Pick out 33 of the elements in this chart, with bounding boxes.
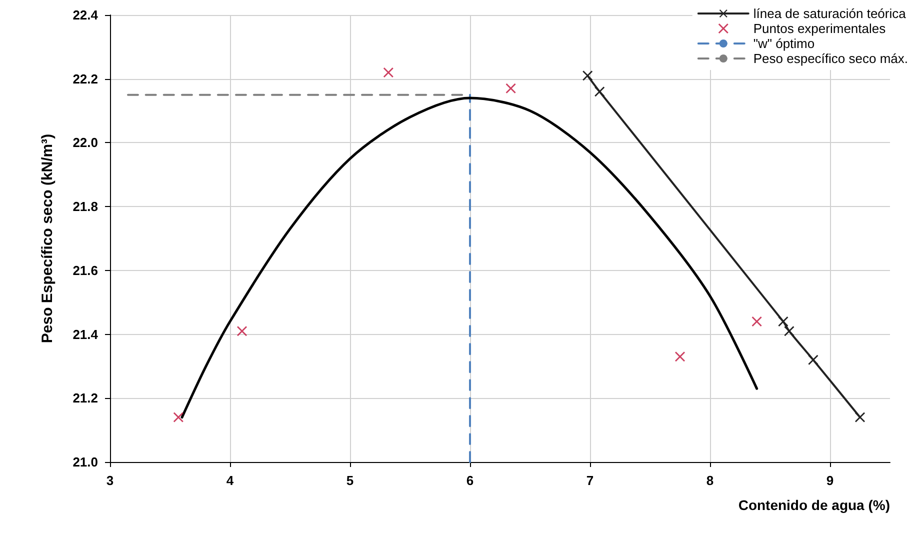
legend-label: "w" óptimo [753,36,815,51]
point [808,354,818,365]
x-tick-label: 6 [466,473,474,488]
y-tick-label: 21.0 [72,454,98,470]
x-tick-label: 9 [826,473,834,488]
point [506,83,516,94]
x-tick-label: 5 [346,473,354,488]
point [675,352,685,362]
point [855,412,865,422]
x-axis-title: Contenido de agua (%) [738,497,890,513]
legend-label: Peso específico seco máx. [753,51,908,66]
x-tick-label: 7 [586,473,594,488]
point [784,326,794,336]
point [752,316,762,327]
y-tick-label: 21.8 [72,199,98,214]
y-tick-label: 22.2 [72,71,98,86]
point [173,412,184,422]
x-tick-label: 3 [106,473,114,488]
y-tick-label: 22.4 [72,8,99,22]
legend-label: línea de saturación teórica [753,6,907,21]
x-tick-label: 8 [706,473,714,488]
point [383,67,394,78]
y-tick-label: 21.2 [72,390,98,406]
x-tick-label: 4 [226,473,234,488]
legend-label: Puntos experimentales [753,21,886,36]
point [582,70,593,81]
y-axis-title: Peso Específico seco (kN/m³) [39,134,56,344]
point [778,316,788,327]
y-tick-label: 22.0 [72,135,98,150]
point [594,86,605,97]
point [237,326,247,336]
y-tick-label: 21.4 [72,326,99,342]
y-tick-label: 21.6 [72,262,98,278]
